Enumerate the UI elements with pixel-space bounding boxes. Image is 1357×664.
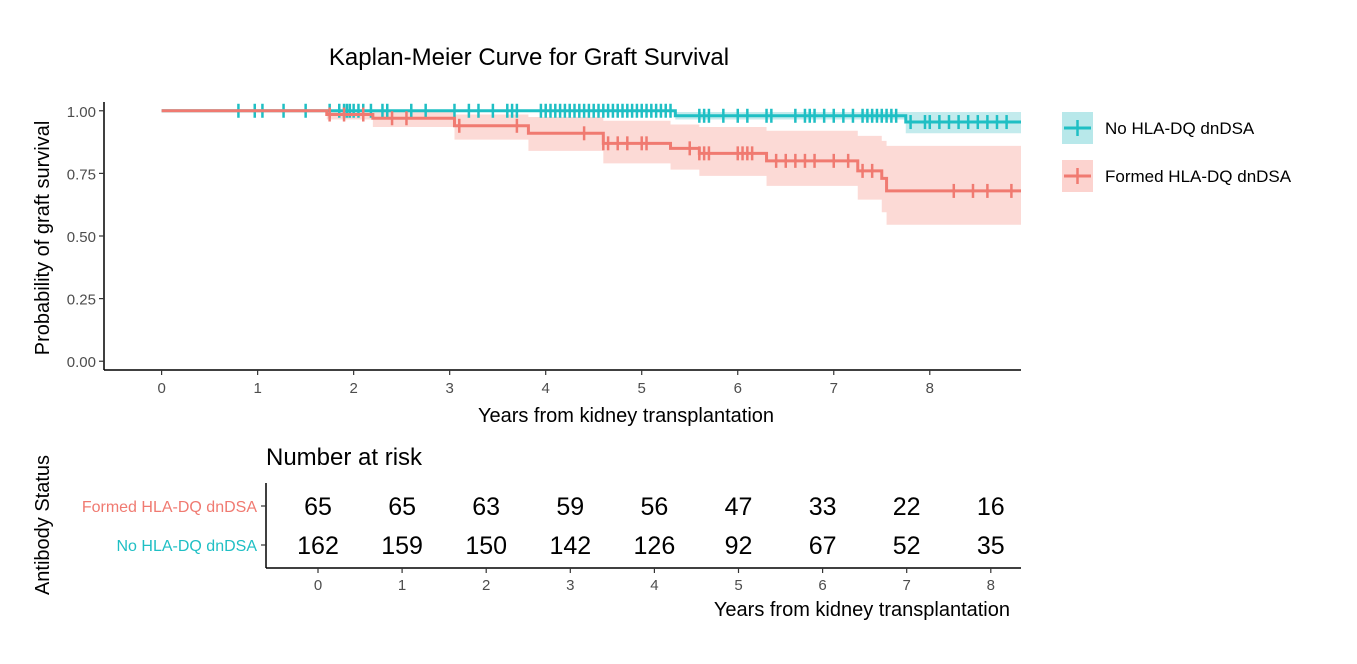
risk-count-1-0: 162: [297, 532, 339, 560]
table-row-label-0: Formed HLA-DQ dnDSA: [82, 499, 257, 516]
risk-count-0-8: 16: [977, 493, 1005, 521]
x-tick-label-2: 2: [349, 380, 357, 397]
risk-count-1-4: 126: [634, 532, 676, 560]
risk-count-0-7: 22: [893, 493, 921, 521]
x-tick-label-1: 1: [253, 380, 261, 397]
risk-count-1-8: 35: [977, 532, 1005, 560]
risk-count-1-7: 52: [893, 532, 921, 560]
x-tick-label-4: 4: [542, 380, 550, 397]
risk-table-x-label: Years from kidney transplantation: [714, 599, 1010, 621]
legend: No HLA-DQ dnDSA Formed HLA-DQ dnDSA: [1062, 112, 1292, 192]
risk-count-0-5: 47: [725, 493, 753, 521]
risk-count-1-1: 159: [381, 532, 423, 560]
x-axis-label: Years from kidney transplantation: [478, 405, 774, 427]
x-tick-label-6: 6: [734, 380, 742, 397]
table-x-tick-label-1: 1: [398, 577, 406, 594]
risk-table-y-label: Antibody Status: [32, 455, 54, 595]
risk-count-0-6: 33: [809, 493, 837, 521]
legend-label-1: Formed HLA-DQ dnDSA: [1105, 167, 1292, 186]
risk-count-1-6: 67: [809, 532, 837, 560]
table-x-tick-label-0: 0: [314, 577, 322, 594]
ci-band-1: [161, 110, 1022, 225]
risk-count-1-5: 92: [725, 532, 753, 560]
risk-table-title: Number at risk: [266, 444, 423, 471]
y-tick-label-4: 1.00: [67, 104, 96, 121]
table-x-tick-label-2: 2: [482, 577, 490, 594]
survival-line-1: [161, 109, 1021, 193]
y-axis-label: Probability of graft survival: [32, 121, 54, 356]
table-x-tick-label-5: 5: [734, 577, 742, 594]
risk-count-0-3: 59: [556, 493, 584, 521]
y-tick-label-0: 0.00: [67, 354, 96, 371]
x-tick-label-7: 7: [830, 380, 838, 397]
risk-count-0-0: 65: [304, 493, 332, 521]
risk-count-0-2: 63: [472, 493, 500, 521]
x-tick-label-5: 5: [638, 380, 646, 397]
legend-label-0: No HLA-DQ dnDSA: [1105, 119, 1255, 138]
table-row-label-1: No HLA-DQ dnDSA: [117, 538, 258, 555]
risk-count-0-4: 56: [640, 493, 668, 521]
x-tick-label-3: 3: [446, 380, 454, 397]
x-tick-label-8: 8: [926, 380, 934, 397]
x-tick-label-0: 0: [157, 380, 165, 397]
risk-count-1-2: 150: [465, 532, 507, 560]
y-tick-label-3: 0.75: [67, 166, 96, 183]
risk-count-1-3: 142: [549, 532, 591, 560]
table-x-tick-label-8: 8: [987, 577, 995, 594]
y-tick-label-1: 0.25: [67, 292, 96, 309]
table-x-tick-label-3: 3: [566, 577, 574, 594]
table-x-tick-label-4: 4: [650, 577, 658, 594]
table-x-tick-label-6: 6: [818, 577, 826, 594]
risk-table: Formed HLA-DQ dnDSA 65 65 63 59 56 47 33 22 16No …: [82, 483, 1021, 594]
plot-area: 0.00 0.25 0.50 0.75 1.00 0 1 2 3 4 5 6 7 8: [67, 102, 1022, 397]
y-tick-label-2: 0.50: [67, 229, 96, 246]
chart-title: Kaplan-Meier Curve for Graft Survival: [329, 44, 729, 71]
table-x-tick-label-7: 7: [903, 577, 911, 594]
risk-count-0-1: 65: [388, 493, 416, 521]
